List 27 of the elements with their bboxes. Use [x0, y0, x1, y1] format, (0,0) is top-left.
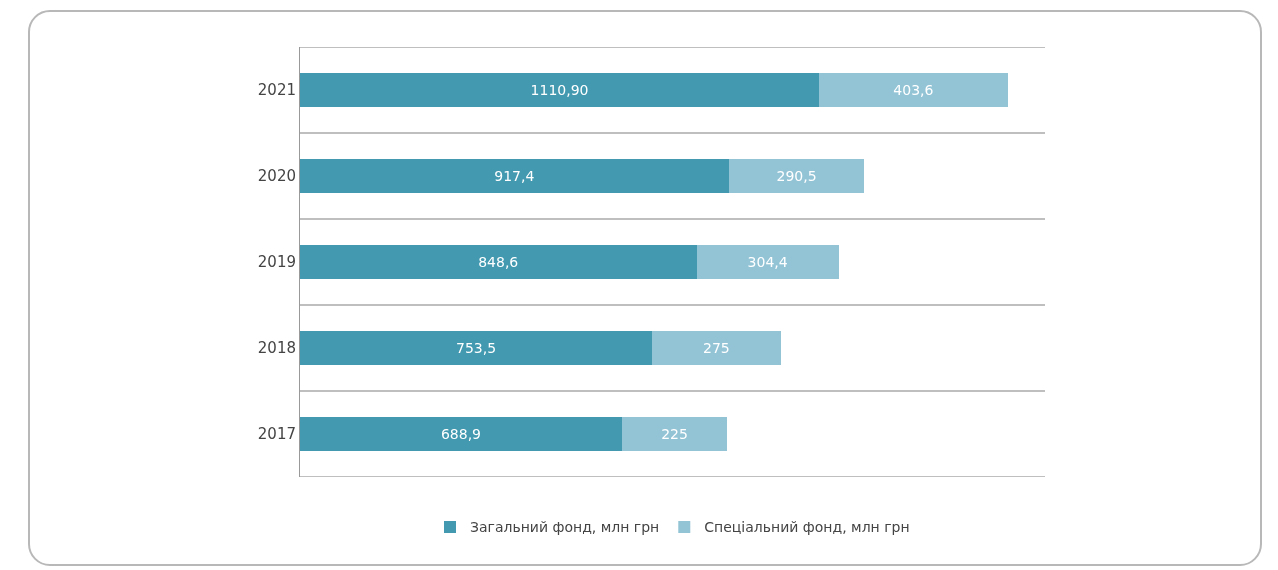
y-tick-label: 2019 [257, 253, 296, 272]
data-label: 290,5 [776, 168, 817, 184]
y-tick-label: 2018 [257, 339, 296, 358]
legend-label: Загальний фонд, млн грн [470, 519, 660, 536]
data-label: 688,9 [440, 426, 482, 442]
bar [621, 416, 728, 452]
y-tick-label: 2017 [257, 425, 296, 444]
bar [300, 416, 622, 452]
data-label: 403,6 [893, 82, 934, 98]
legend-label: Спеціальний фонд, млн грн [704, 519, 910, 536]
bar [696, 244, 839, 280]
data-label: 753,5 [456, 340, 497, 356]
data-label: 304,4 [747, 254, 788, 270]
data-label: 225 [661, 426, 688, 442]
data-label: 917,4 [494, 168, 535, 184]
data-label: 1110,90 [530, 82, 589, 98]
data-label: 275 [703, 340, 730, 356]
y-tick-label: 2021 [257, 81, 296, 100]
data-label: 848,6 [478, 254, 519, 270]
bar [728, 158, 865, 194]
bar [300, 244, 697, 280]
bar [300, 330, 653, 366]
y-tick-label: 2020 [257, 167, 296, 186]
bar [652, 330, 781, 366]
bar [300, 158, 729, 194]
bar [300, 72, 820, 108]
bar [819, 72, 1008, 108]
